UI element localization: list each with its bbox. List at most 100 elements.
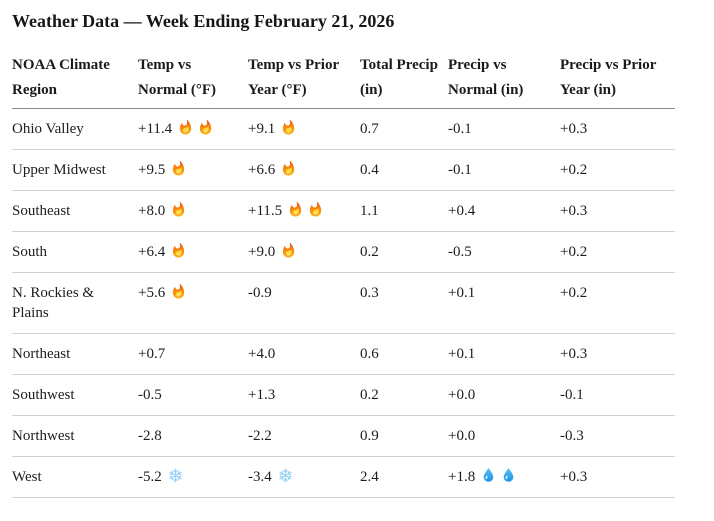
cell-value: -0.5 (138, 387, 162, 403)
value-cell-precip_vs_prior_year: +0.2 (560, 272, 675, 334)
cell-value: 0.3 (360, 285, 379, 301)
cell-value: +0.7 (138, 346, 166, 362)
region-label: Southeast (12, 203, 71, 219)
region-cell: West (12, 456, 138, 498)
value-cell-temp_vs_normal: -5.2 (138, 456, 248, 498)
value-cell-precip_vs_normal: +0.0 (448, 415, 560, 457)
value-cell-total_precip: 0.3 (360, 272, 448, 334)
cell-value: -0.1 (448, 162, 472, 178)
value-cell-precip_vs_normal: +0.4 (448, 190, 560, 232)
cell-value: +0.2 (560, 244, 588, 260)
fire-icon (170, 160, 187, 177)
cell-value: +0.0 (448, 428, 476, 444)
snowflake-icon (277, 467, 294, 484)
cell-value: 0.2 (360, 387, 379, 403)
value-cell-precip_vs_normal: -0.1 (448, 149, 560, 191)
cell-value: +0.3 (560, 203, 588, 219)
value-cell-total_precip: 0.6 (360, 333, 448, 375)
cell-value: -3.4 (248, 469, 272, 485)
cell-value: +11.4 (138, 121, 173, 137)
cell-value: -5.2 (138, 469, 162, 485)
fire-icon (280, 119, 297, 136)
region-label: Ohio Valley (12, 121, 84, 137)
cell-value: +0.1 (448, 346, 476, 362)
cell-value: +0.0 (448, 387, 476, 403)
region-label: South (12, 244, 48, 260)
weather-table: NOAA Climate Region Temp vs Normal (°F) Te… (12, 53, 675, 498)
page-title: Weather Data — Week Ending February 21, … (12, 11, 395, 31)
cell-value: 0.6 (360, 346, 379, 362)
value-cell-precip_vs_normal: +0.0 (448, 374, 560, 416)
droplet-icon (480, 467, 497, 484)
cell-value: +0.4 (448, 203, 476, 219)
value-cell-precip_vs_prior_year: +0.3 (560, 456, 675, 498)
fire-icon (170, 201, 187, 218)
cell-value: +5.6 (138, 285, 166, 301)
value-cell-temp_vs_normal: +8.0 (138, 190, 248, 232)
cell-value: +0.1 (448, 285, 476, 301)
value-cell-temp_vs_prior_year: +9.1 (248, 108, 360, 150)
region-cell: Upper Midwest (12, 149, 138, 191)
table-body: Ohio Valley +11.4 +9.1 0.7 -0.1 +0.3 Upper Mid… (12, 108, 675, 498)
value-cell-precip_vs_normal: -0.1 (448, 108, 560, 150)
fire-icon (170, 242, 187, 259)
cell-value: +9.1 (248, 121, 276, 137)
fire-icon (197, 119, 214, 136)
fire-icon (307, 201, 324, 218)
value-cell-precip_vs_normal: +0.1 (448, 333, 560, 375)
region-label: Upper Midwest (12, 162, 106, 178)
cell-value: -0.3 (560, 428, 584, 444)
value-cell-temp_vs_prior_year: -2.2 (248, 415, 360, 457)
table-row: Northeast +0.7 +4.0 0.6 +0.1 +0.3 (12, 333, 675, 375)
cell-value: -2.8 (138, 428, 162, 444)
table-row: Southeast +8.0 +11.5 1.1 +0.4 +0.3 (12, 190, 675, 232)
value-cell-temp_vs_prior_year: +11.5 (248, 190, 360, 232)
cell-value: +11.5 (248, 203, 283, 219)
value-cell-temp_vs_prior_year: +4.0 (248, 333, 360, 375)
value-cell-temp_vs_normal: +11.4 (138, 108, 248, 150)
cell-value: +6.6 (248, 162, 276, 178)
value-cell-precip_vs_prior_year: -0.1 (560, 374, 675, 416)
cell-value: 0.9 (360, 428, 379, 444)
value-cell-total_precip: 2.4 (360, 456, 448, 498)
cell-value: +9.0 (248, 244, 276, 260)
value-cell-precip_vs_prior_year: +0.3 (560, 108, 675, 150)
cell-value: 1.1 (360, 203, 379, 219)
cell-value: +6.4 (138, 244, 166, 260)
column-header-precip_vs_prior_year: Precip vs Prior Year (in) (560, 53, 675, 109)
table-row: N. Rockies & Plains +5.6 -0.9 0.3 +0.1 +0.2 (12, 272, 675, 334)
cell-value: +9.5 (138, 162, 166, 178)
fire-icon (177, 119, 194, 136)
table-row: Northwest -2.8 -2.2 0.9 +0.0 -0.3 (12, 415, 675, 457)
table-header: NOAA Climate Region Temp vs Normal (°F) Te… (12, 53, 675, 109)
value-cell-precip_vs_prior_year: +0.2 (560, 231, 675, 273)
value-cell-total_precip: 0.2 (360, 231, 448, 273)
cell-value: +0.3 (560, 346, 588, 362)
region-cell: South (12, 231, 138, 273)
cell-value: +1.8 (448, 469, 476, 485)
cell-value: +0.3 (560, 469, 588, 485)
value-cell-total_precip: 1.1 (360, 190, 448, 232)
cell-value: -0.9 (248, 285, 272, 301)
cell-value: +0.3 (560, 121, 588, 137)
table-row: Southwest -0.5 +1.3 0.2 +0.0 -0.1 (12, 374, 675, 416)
cell-value: +0.2 (560, 162, 588, 178)
cell-value: +4.0 (248, 346, 276, 362)
value-cell-total_precip: 0.9 (360, 415, 448, 457)
value-cell-total_precip: 0.4 (360, 149, 448, 191)
cell-value: 0.7 (360, 121, 379, 137)
region-cell: N. Rockies & Plains (12, 272, 138, 334)
region-label: N. Rockies & Plains (12, 285, 95, 321)
value-cell-total_precip: 0.2 (360, 374, 448, 416)
value-cell-temp_vs_prior_year: +9.0 (248, 231, 360, 273)
value-cell-temp_vs_prior_year: -0.9 (248, 272, 360, 334)
value-cell-precip_vs_normal: +1.8 (448, 456, 560, 498)
fire-icon (170, 283, 187, 300)
value-cell-precip_vs_prior_year: +0.2 (560, 149, 675, 191)
value-cell-precip_vs_prior_year: +0.3 (560, 333, 675, 375)
region-cell: Northwest (12, 415, 138, 457)
article: Weather Data — Week Ending February 21, … (12, 11, 675, 498)
cell-value: 0.4 (360, 162, 379, 178)
region-cell: Southeast (12, 190, 138, 232)
value-cell-temp_vs_prior_year: -3.4 (248, 456, 360, 498)
